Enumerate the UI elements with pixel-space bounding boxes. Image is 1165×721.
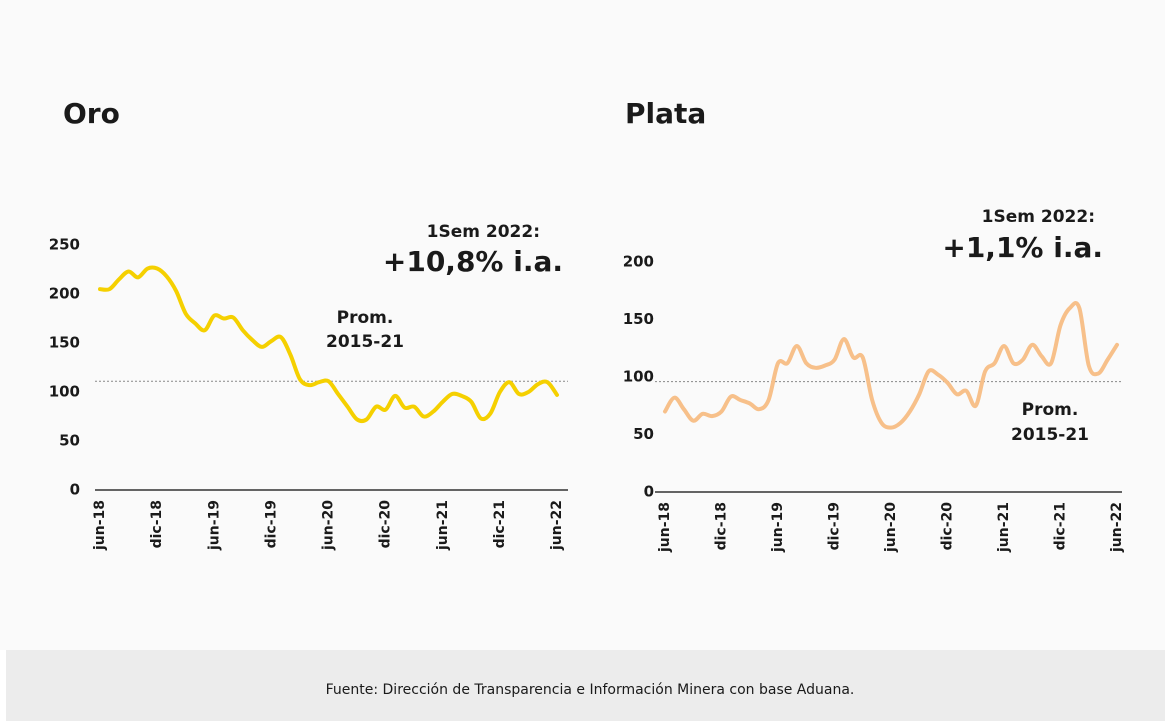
x-tick-label: dic-20 <box>940 502 956 551</box>
x-tick-label: jun-19 <box>770 502 786 553</box>
x-tick-label: jun-20 <box>883 502 899 553</box>
background <box>0 0 1165 650</box>
footer: Fuente: Dirección de Transparencia e Inf… <box>326 682 855 698</box>
average-label: 2015-21 <box>326 332 404 352</box>
line <box>663 301 1119 430</box>
y-tick-label: 200 <box>623 253 654 271</box>
x-tick-label: jun-20 <box>321 500 337 551</box>
annotation: 1Sem 2022: <box>427 222 540 242</box>
x-tick-label: jun-22 <box>549 500 565 551</box>
chart-title: Oro <box>63 97 120 130</box>
x-tick-label: jun-18 <box>92 500 108 551</box>
x-tick-label: jun-18 <box>657 502 673 553</box>
x-tick-label: dic-18 <box>149 500 165 548</box>
y-tick-label: 50 <box>59 432 80 450</box>
line <box>98 265 559 424</box>
x-tick-label: dic-18 <box>714 502 730 550</box>
annotation: 1Sem 2022: <box>982 207 1095 227</box>
annotation: +10,8% i.a. <box>383 245 563 278</box>
average-label: Prom. <box>337 308 394 328</box>
x-tick-label: jun-21 <box>435 500 451 551</box>
y-tick-label: 250 <box>49 236 80 254</box>
x-tick-label: dic-19 <box>827 502 843 550</box>
average-label: Prom. <box>1022 400 1079 420</box>
chart-title: Plata <box>625 97 706 130</box>
annotation: +1,1% i.a. <box>942 231 1103 264</box>
x-tick-label: dic-21 <box>492 500 508 548</box>
y-tick-label: 150 <box>623 310 654 328</box>
x-tick-label: jun-21 <box>996 502 1012 553</box>
y-tick-label: 200 <box>49 285 80 303</box>
y-tick-label: 150 <box>49 334 80 352</box>
y-tick-label: 100 <box>49 383 80 401</box>
x-tick-label: dic-21 <box>1053 502 1069 550</box>
x-tick-label: jun-22 <box>1109 502 1125 553</box>
x-tick-label: jun-19 <box>206 500 222 551</box>
y-tick-label: 0 <box>70 481 80 499</box>
average-label: 2015-21 <box>1011 425 1089 445</box>
y-tick-label: 50 <box>633 425 654 443</box>
y-tick-label: 100 <box>623 368 654 386</box>
x-tick-label: dic-19 <box>263 500 279 548</box>
y-tick-label: 0 <box>644 483 654 501</box>
footer-band <box>6 650 1165 721</box>
x-tick-label: dic-20 <box>378 500 394 549</box>
